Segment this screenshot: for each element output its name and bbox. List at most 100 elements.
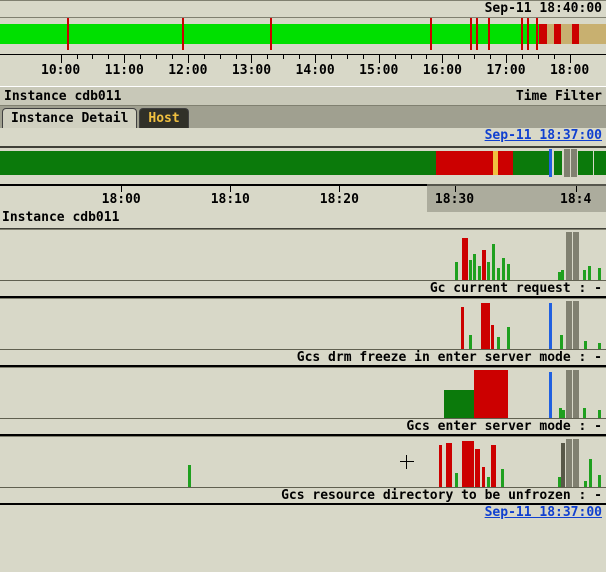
metric-row: Gcs drm freeze in enter server mode : - bbox=[0, 298, 606, 367]
overview-mark bbox=[488, 18, 490, 50]
detail-band bbox=[498, 151, 513, 175]
bar bbox=[444, 390, 474, 418]
metric-chart[interactable] bbox=[0, 437, 606, 487]
bar bbox=[491, 325, 494, 349]
overview-mark bbox=[527, 18, 529, 50]
metric-chart[interactable] bbox=[0, 299, 606, 349]
bar bbox=[598, 343, 601, 349]
detail-band bbox=[594, 151, 606, 175]
bar bbox=[558, 272, 561, 280]
axis-label: 16:00 bbox=[423, 63, 462, 78]
bar bbox=[462, 441, 474, 487]
bar bbox=[583, 270, 586, 280]
top-timestamp: Sep-11 18:40:00 bbox=[0, 0, 606, 18]
overview-mark bbox=[536, 18, 538, 50]
crosshair-cursor bbox=[400, 455, 414, 469]
bar bbox=[492, 244, 495, 280]
detail-timestamp-link[interactable]: Sep-11 18:37:00 bbox=[0, 128, 606, 146]
metric-chart[interactable] bbox=[0, 368, 606, 418]
overview-mark bbox=[476, 18, 478, 50]
bar bbox=[491, 445, 496, 487]
overview-block bbox=[547, 24, 554, 44]
bar bbox=[573, 301, 579, 349]
bar bbox=[455, 473, 458, 487]
metric-row: Gcs enter server mode : - bbox=[0, 367, 606, 436]
bar bbox=[573, 439, 579, 487]
overview-axis: 10:0011:0012:0013:0014:0015:0016:0017:00… bbox=[0, 54, 606, 86]
overview-block bbox=[561, 24, 572, 44]
bar bbox=[469, 260, 472, 280]
bar bbox=[439, 445, 442, 487]
bar bbox=[566, 232, 572, 280]
bar bbox=[559, 408, 562, 418]
bar bbox=[462, 238, 468, 280]
metric-chart[interactable] bbox=[0, 230, 606, 280]
bar bbox=[598, 410, 601, 418]
bar bbox=[497, 268, 500, 280]
axis-label: 11:00 bbox=[105, 63, 144, 78]
bar bbox=[474, 370, 508, 418]
detail-band bbox=[564, 149, 570, 177]
overview-mark bbox=[67, 18, 69, 50]
detail-band bbox=[0, 151, 436, 175]
metric-label: Gc current request : - bbox=[0, 280, 606, 298]
overview-mark bbox=[270, 18, 272, 50]
bar bbox=[598, 475, 601, 487]
bar bbox=[497, 337, 500, 349]
detail-axis: 18:0018:1018:2018:3018:4 bbox=[0, 184, 606, 210]
overview-mark bbox=[470, 18, 472, 50]
bar bbox=[588, 266, 591, 280]
axis-label: 18:00 bbox=[102, 192, 141, 207]
bar bbox=[566, 439, 572, 487]
overview-band bbox=[0, 24, 606, 44]
axis-label: 18:10 bbox=[211, 192, 250, 207]
metric-row: Gc current request : - bbox=[0, 229, 606, 298]
bar bbox=[561, 443, 565, 487]
bar bbox=[566, 301, 572, 349]
bar bbox=[446, 443, 452, 487]
tab-instance-detail[interactable]: Instance Detail bbox=[2, 108, 137, 128]
bar bbox=[473, 254, 476, 280]
bar bbox=[562, 410, 565, 418]
bar bbox=[455, 262, 459, 280]
bar bbox=[482, 250, 486, 280]
bar bbox=[584, 481, 587, 487]
bar bbox=[481, 303, 489, 349]
detail-band bbox=[513, 151, 549, 175]
detail-band bbox=[578, 151, 593, 175]
tab-bar: Instance DetailHost bbox=[0, 106, 606, 128]
bar bbox=[501, 469, 504, 487]
axis-label: 10:00 bbox=[41, 63, 80, 78]
bar bbox=[475, 449, 480, 487]
metric-label: Gcs drm freeze in enter server mode : - bbox=[0, 349, 606, 367]
axis-label: 14:00 bbox=[296, 63, 335, 78]
overview-timeline[interactable] bbox=[0, 18, 606, 54]
bar bbox=[502, 258, 505, 280]
axis-label: 15:00 bbox=[359, 63, 398, 78]
metric-row: Gcs resource directory to be unfrozen : … bbox=[0, 436, 606, 505]
detail-band bbox=[554, 151, 562, 175]
overview-mark bbox=[430, 18, 432, 50]
bar bbox=[573, 370, 579, 418]
axis-label: 17:00 bbox=[486, 63, 525, 78]
bar bbox=[560, 335, 563, 349]
detail-band bbox=[436, 151, 453, 175]
time-filter-label[interactable]: Time Filter bbox=[516, 89, 602, 104]
metric-label: Gcs resource directory to be unfrozen : … bbox=[0, 487, 606, 505]
axis-label: 18:00 bbox=[550, 63, 589, 78]
footer-timestamp-link[interactable]: Sep-11 18:37:00 bbox=[0, 505, 606, 523]
bar bbox=[598, 268, 601, 280]
bar bbox=[584, 341, 587, 349]
bar bbox=[507, 264, 510, 280]
bar bbox=[507, 327, 510, 349]
detail-band bbox=[549, 149, 552, 177]
bar bbox=[482, 467, 485, 487]
detail-timeline[interactable] bbox=[0, 148, 606, 184]
tab-host[interactable]: Host bbox=[139, 108, 188, 128]
overview-block bbox=[539, 24, 546, 44]
bar bbox=[487, 477, 490, 487]
bar bbox=[589, 459, 592, 487]
axis-label: 18:30 bbox=[435, 192, 474, 207]
bar bbox=[188, 465, 191, 487]
bar bbox=[469, 335, 472, 349]
